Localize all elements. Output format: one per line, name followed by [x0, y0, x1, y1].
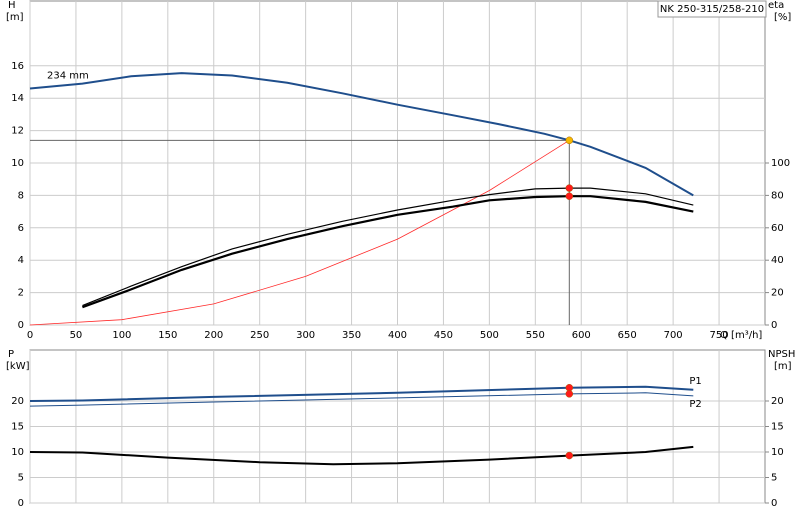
line-series	[29, 72, 694, 197]
x-tick-label: 100	[112, 330, 131, 341]
line-series	[82, 187, 694, 307]
y2-tick-label: 10	[771, 447, 784, 458]
y2-tick-label: 100	[771, 158, 790, 169]
y2-tick-label: 0	[771, 320, 777, 331]
y-tick-label: 10	[11, 158, 24, 169]
y-tick-label: 0	[18, 498, 24, 509]
x-axis-label: Q [m³/h]	[720, 330, 762, 341]
x-tick-label: 300	[296, 330, 315, 341]
x-tick-label: 350	[342, 330, 361, 341]
line-series	[82, 195, 694, 309]
y-axis-label: P	[8, 349, 14, 360]
y-tick-label: 15	[11, 422, 24, 433]
x-tick-label: 400	[388, 330, 407, 341]
y-tick-label: 2	[18, 288, 24, 299]
y2-tick-label: 5	[771, 473, 777, 484]
y2-axis-label: eta	[768, 0, 784, 11]
x-tick-label: 0	[27, 330, 33, 341]
x-tick-label: 500	[480, 330, 499, 341]
y2-tick-label: 40	[771, 255, 784, 266]
line-series	[29, 385, 694, 402]
y-tick-label: 6	[18, 223, 24, 234]
y-tick-label: 14	[11, 93, 24, 104]
y-tick-label: 10	[11, 447, 24, 458]
y2-axis-unit: [%]	[774, 12, 791, 23]
point-marker	[565, 192, 574, 200]
series-label: P1	[689, 376, 701, 387]
point-marker	[565, 184, 574, 192]
x-tick-label: 600	[572, 330, 591, 341]
x-tick-label: 200	[204, 330, 223, 341]
annotation: 234 mm	[47, 71, 89, 82]
y-tick-label: 4	[18, 255, 24, 266]
line-series	[29, 445, 694, 466]
y2-axis-unit: [m]	[774, 361, 792, 372]
x-tick-label: 250	[250, 330, 269, 341]
y-tick-label: 16	[11, 61, 24, 72]
title-box	[657, 0, 767, 18]
y-tick-label: 0	[18, 320, 24, 331]
point-marker	[565, 136, 574, 145]
y2-tick-label: 0	[771, 498, 777, 509]
point-marker	[565, 451, 574, 460]
y-tick-label: 8	[18, 190, 24, 201]
y2-axis-label: NPSH	[768, 349, 795, 360]
y-tick-label: 12	[11, 126, 24, 137]
line-series	[29, 392, 694, 407]
y-tick-label: 20	[11, 396, 24, 407]
y2-tick-label: 60	[771, 223, 784, 234]
x-tick-label: 750	[710, 330, 729, 341]
point-marker	[565, 390, 574, 398]
y2-tick-label: 15	[771, 422, 784, 433]
x-tick-label: 700	[664, 330, 683, 341]
y-axis-label: H	[8, 0, 16, 11]
y2-tick-label: 20	[771, 288, 784, 299]
x-tick-label: 650	[618, 330, 637, 341]
series-label: P2	[689, 399, 701, 410]
y2-tick-label: 80	[771, 190, 784, 201]
y2-tick-label: 20	[771, 396, 784, 407]
y-axis-unit: [m]	[6, 12, 24, 23]
y-tick-label: 5	[18, 473, 24, 484]
line-series	[29, 139, 570, 326]
y-axis-unit: [kW]	[6, 361, 30, 372]
x-tick-label: 50	[70, 330, 83, 341]
x-tick-label: 550	[526, 330, 545, 341]
x-tick-label: 450	[434, 330, 453, 341]
x-tick-label: 150	[158, 330, 177, 341]
chart-title: NK 250-315/258-210	[660, 4, 764, 15]
